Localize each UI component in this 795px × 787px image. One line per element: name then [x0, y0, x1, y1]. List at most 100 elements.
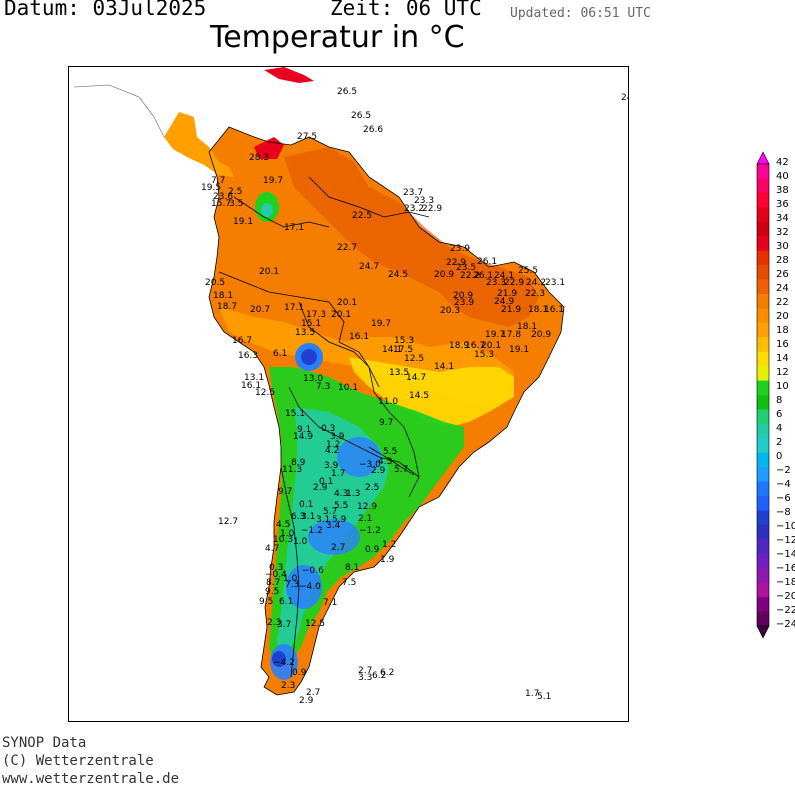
colorbar-label: 34: [776, 213, 789, 224]
colorbar-swatch: [757, 178, 769, 194]
cold-pocket-pampas: [308, 519, 360, 555]
colorbar-swatch: [757, 207, 769, 223]
station-temperature: 18.7: [217, 302, 238, 312]
station-temperature: 24.1: [494, 271, 515, 281]
station-temperature: 20.1: [259, 267, 280, 277]
station-temperature: 2.7: [306, 688, 321, 698]
station-temperature: 15.1: [285, 409, 306, 419]
station-temperature: 3.4: [326, 521, 341, 531]
station-temperature: 9.5: [259, 597, 274, 607]
station-temperature: 8.1: [345, 563, 360, 573]
colorbar-swatch: [757, 438, 769, 454]
station-temperature: 22.7: [337, 243, 358, 253]
station-temperature: 3.3: [358, 673, 373, 683]
colorbar-label: −20: [776, 591, 795, 602]
station-temperature: 20.9: [531, 330, 552, 340]
station-temperature: 3.7: [277, 620, 292, 630]
station-temperature: 14.1: [382, 345, 403, 355]
station-temperature: 2.7: [358, 666, 373, 676]
colorbar-label: −24: [776, 619, 795, 630]
station-temperature: 16.7: [232, 336, 253, 346]
station-temperature: 14.9: [293, 432, 314, 442]
station-temperature: 1.7: [331, 469, 346, 479]
station-temperature: 24.2: [526, 278, 547, 288]
colorbar-swatch: [757, 496, 769, 511]
station-temperature: 16.1: [349, 332, 370, 342]
station-temperature: 6.1: [279, 597, 294, 607]
station-temperature: 12.5: [305, 619, 326, 629]
map-title: Temperatur in °C: [210, 20, 465, 55]
station-temperature: 2.7: [331, 543, 346, 553]
colorbar-swatch: [757, 597, 769, 613]
station-temperature: 4.3: [334, 489, 349, 499]
colorbar-swatch: [757, 409, 769, 425]
station-temperature: 6.3: [291, 512, 306, 522]
north-coastline: [73, 84, 165, 138]
station-temperature: 23.3: [486, 278, 507, 288]
colorbar-label: 14: [776, 353, 789, 364]
colorbar-swatch: [757, 279, 769, 295]
station-temperature: 0.9: [365, 545, 380, 555]
station-temperature: 10.1: [338, 383, 359, 393]
station-temperature: 2.9: [371, 466, 386, 476]
station-temperature: 5.7: [323, 507, 338, 517]
station-temperature: 6.2: [380, 668, 395, 678]
colorbar-label: 20: [776, 311, 789, 322]
cold-pocket-bolivia-core: [301, 349, 317, 365]
station-temperature: 20.1: [331, 310, 352, 320]
colorbar-swatch: [757, 467, 769, 483]
colorbar-swatch: [757, 611, 769, 627]
station-temperature: 17.5: [393, 345, 414, 355]
station-temperature: 22.2: [460, 271, 481, 281]
station-temperature: 20.7: [250, 305, 271, 315]
station-temperature: 5.1: [537, 692, 552, 702]
colorbar-label: 42: [776, 157, 789, 168]
station-temperature: 13.5: [389, 368, 410, 378]
station-temperature: 12.5: [255, 388, 276, 398]
station-temperature: 24: [621, 93, 628, 103]
colorbar-swatch: [757, 553, 769, 569]
station-temperature: 18.1: [517, 322, 538, 332]
colorbar-label: 6: [776, 409, 783, 420]
station-temperature: 21.9: [497, 289, 518, 299]
station-temperature: 20.9: [434, 270, 455, 280]
colorbar-label: 32: [776, 227, 789, 238]
station-temperature: 23.1: [545, 278, 566, 288]
colorbar-swatch: [757, 322, 769, 338]
station-temperature: 2.3: [267, 618, 282, 628]
station-temperature: 7.3: [316, 382, 331, 392]
station-temperature: −4.0: [299, 582, 321, 592]
station-temperature: 4.5: [276, 520, 291, 530]
station-temperature: 15.1: [301, 319, 322, 329]
station-temperature: 18.1: [213, 291, 234, 301]
colorbar-swatch: [757, 582, 769, 598]
colorbar-bottom-arrow: [756, 625, 770, 639]
colorbar-label: −4: [776, 479, 791, 490]
colorbar-label: −18: [776, 577, 795, 588]
station-temperature: 22.9: [446, 258, 467, 268]
colorbar-swatch: [757, 380, 769, 396]
colorbar-swatch: [757, 293, 769, 309]
colorbar-swatch: [757, 351, 769, 367]
station-temperature: 1.0: [280, 529, 295, 539]
station-temperature: 23.6: [213, 192, 234, 202]
station-temperature: 22.3: [525, 289, 546, 299]
station-temperature: 26.5: [351, 111, 372, 121]
colorbar-swatch: [757, 337, 769, 353]
station-temperature: 4.7: [265, 544, 280, 554]
station-temperature: 20.1: [337, 298, 358, 308]
colorbar-label: 38: [776, 185, 789, 196]
station-temperature: 16.1: [544, 305, 565, 315]
station-temperature: 26.5: [337, 87, 358, 97]
station-temperature: 0.1: [299, 500, 314, 510]
colorbar-swatch: [757, 452, 769, 468]
station-temperature: 0.1: [319, 477, 334, 487]
station-temperature: 9.5: [265, 587, 280, 597]
colorbar-label: 4: [776, 423, 783, 434]
station-temperature: 13.5: [295, 328, 316, 338]
station-temperature: 0.3: [321, 424, 336, 434]
colorbar-swatch: [757, 481, 769, 497]
station-temperature: 9.7: [379, 418, 394, 428]
station-temperature: 1.2: [382, 540, 397, 550]
station-temperature: 9.7: [278, 487, 293, 497]
